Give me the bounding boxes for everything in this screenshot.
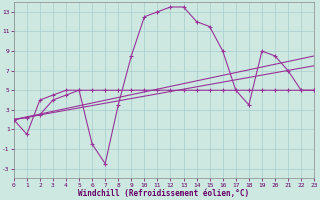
X-axis label: Windchill (Refroidissement éolien,°C): Windchill (Refroidissement éolien,°C) <box>78 189 250 198</box>
